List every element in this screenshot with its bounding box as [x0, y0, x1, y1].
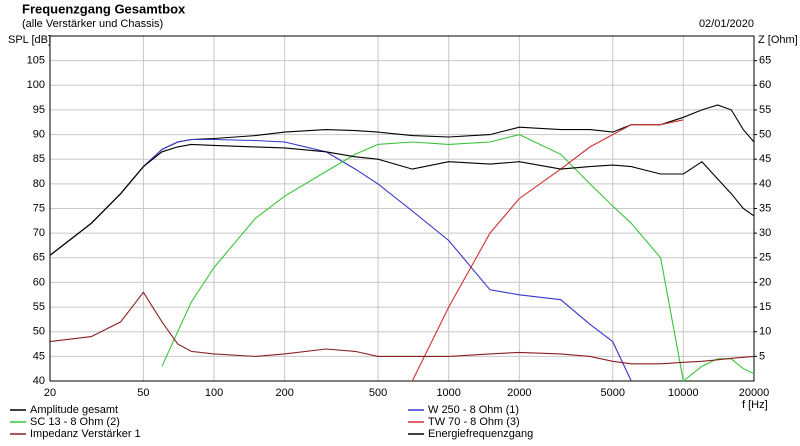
y-tick-label: 55: [33, 301, 45, 313]
y2-tick-label: 45: [759, 153, 771, 165]
y-tick-label: 75: [33, 202, 45, 214]
y-tick-label: 100: [27, 79, 45, 91]
x-tick-label: 1000: [436, 387, 460, 399]
x-tick-label: 200: [275, 387, 293, 399]
legend-label: TW 70 - 8 Ohm (3): [428, 416, 520, 428]
legend-label: Impedanz Verstärker 1: [30, 428, 141, 440]
legend-label: Energiefrequenzgang: [428, 428, 533, 440]
series-line: [161, 134, 755, 383]
x-tick-label: 500: [369, 387, 387, 399]
x-tick-label: 50: [137, 387, 149, 399]
chart-date: 02/01/2020: [699, 18, 754, 30]
x-tick-label: 20: [44, 387, 56, 399]
y2-axis-label: Z [Ohm]: [758, 34, 798, 46]
y2-tick-label: 35: [759, 202, 771, 214]
y-axis-label: SPL [dB]: [8, 34, 51, 46]
series-line: [49, 291, 755, 365]
legend-label: W 250 - 8 Ohm (1): [428, 404, 519, 416]
x-tick-label: 100: [205, 387, 223, 399]
y-tick-label: 50: [33, 326, 45, 338]
y2-tick-label: 25: [759, 252, 771, 264]
y2-tick-label: 65: [759, 55, 771, 67]
y-tick-label: 90: [33, 128, 45, 140]
x-tick-label: 5000: [600, 387, 624, 399]
y2-tick-label: 60: [759, 79, 771, 91]
plot-frame: [49, 35, 755, 382]
y-tick-label: 45: [33, 350, 45, 362]
y-tick-label: 80: [33, 178, 45, 190]
y2-tick-label: 50: [759, 128, 771, 140]
y2-tick-label: 15: [759, 301, 771, 313]
x-tick-label: 2000: [507, 387, 531, 399]
x-tick-label: 10000: [668, 387, 699, 399]
chart-title: Frequenzgang Gesamtbox: [22, 1, 186, 16]
legend-label: SC 13 - 8 Ohm (2): [30, 416, 120, 428]
chart-subtitle: (alle Verstärker und Chassis): [22, 18, 163, 30]
y-tick-label: 105: [27, 55, 45, 67]
y-tick-label: 70: [33, 227, 45, 239]
y2-tick-label: 55: [759, 104, 771, 116]
x-tick-label: 20000: [739, 387, 770, 399]
y-tick-label: 85: [33, 153, 45, 165]
y2-tick-label: 10: [759, 326, 771, 338]
legend-label: Amplitude gesamt: [30, 404, 118, 416]
series-line: [49, 143, 755, 256]
y2-tick-label: 5: [759, 350, 765, 362]
y-tick-label: 40: [33, 375, 45, 387]
y2-tick-label: 30: [759, 227, 771, 239]
y-tick-label: 60: [33, 276, 45, 288]
y2-tick-label: 20: [759, 276, 771, 288]
y-tick-label: 95: [33, 104, 45, 116]
y2-tick-label: 40: [759, 178, 771, 190]
y-tick-label: 65: [33, 252, 45, 264]
x-axis-label: f [Hz]: [742, 399, 768, 411]
series-line: [411, 119, 684, 382]
